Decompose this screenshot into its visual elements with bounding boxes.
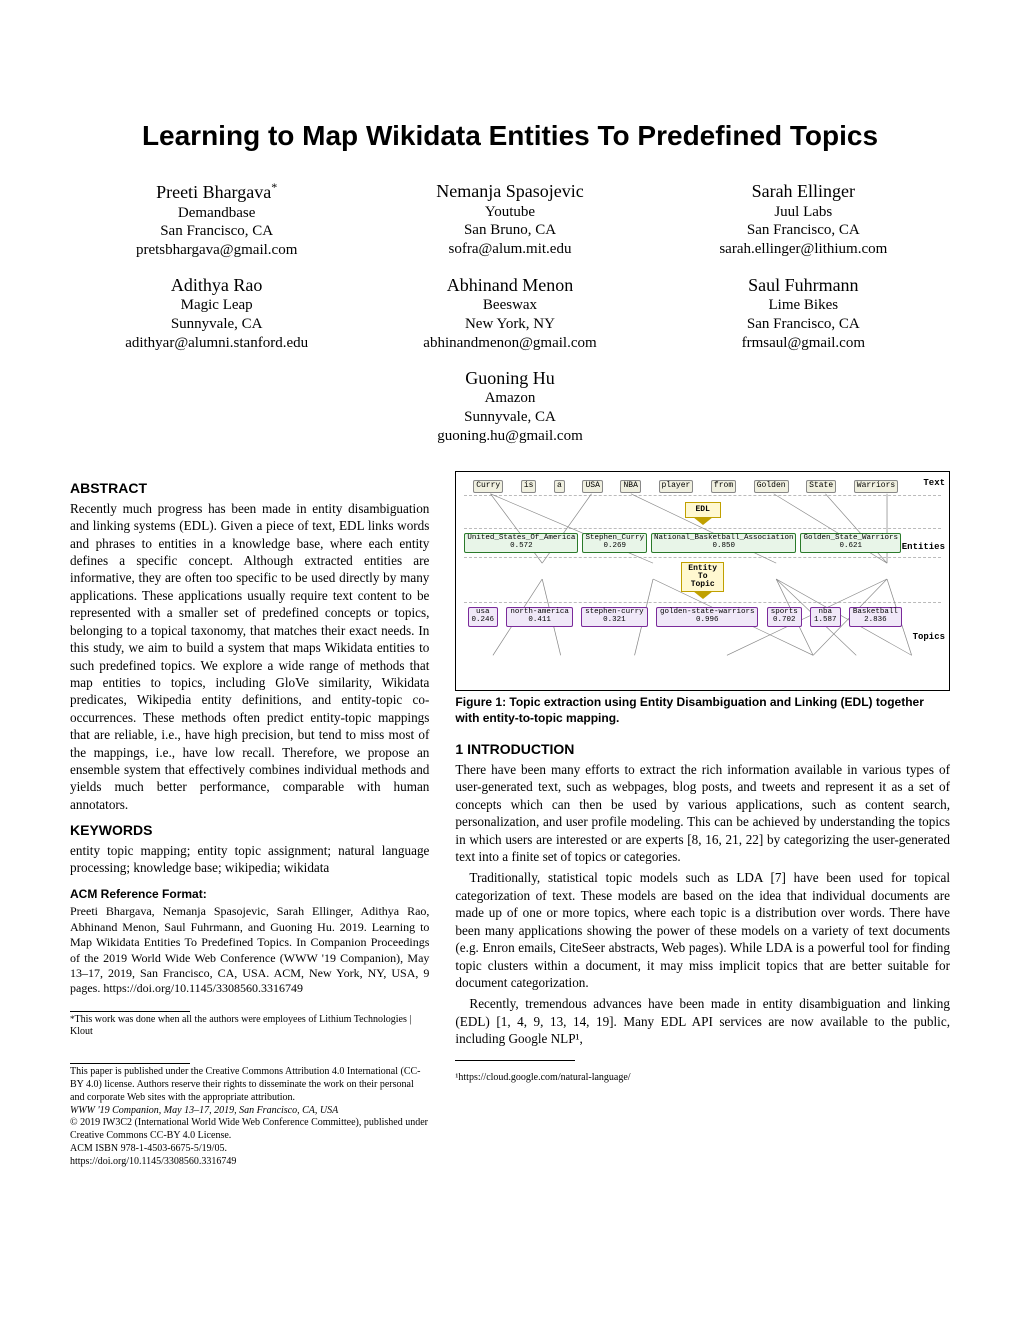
footnote-url: ¹https://cloud.google.com/natural-langua… — [455, 1071, 950, 1084]
figure-stage-edl: EDL — [685, 502, 721, 519]
author-name: Sarah Ellinger — [658, 180, 948, 203]
figure-stage-entity-to-topic: Entity To Topic — [681, 562, 724, 592]
figure-layer-label: Topics — [913, 632, 945, 644]
author-name: Guoning Hu — [365, 367, 655, 390]
footnote-rule — [70, 1063, 190, 1064]
author-location: San Bruno, CA — [365, 221, 655, 240]
author-email: guoning.hu@gmail.com — [365, 427, 655, 446]
figure-entity: United_States_Of_America0.572 — [464, 533, 578, 553]
figure-topic: nba1.587 — [810, 607, 841, 627]
author-affiliation: Magic Leap — [72, 296, 362, 315]
footnote-star: *This work was done when all the authors… — [70, 1014, 429, 1040]
figure-topic: sports0.702 — [767, 607, 802, 627]
author-location: San Francisco, CA — [72, 222, 362, 241]
author-location: New York, NY — [365, 315, 655, 334]
author-location: Sunnyvale, CA — [72, 315, 362, 334]
footnote-doi: https://doi.org/10.1145/3308560.3316749 — [70, 1156, 429, 1169]
figure-token: Curry — [473, 480, 503, 493]
author: Preeti Bhargava* Demandbase San Francisc… — [72, 180, 362, 260]
figure-1: Text Curry is a USA NBA player from Gold… — [455, 471, 950, 691]
figure-token: NBA — [620, 480, 640, 493]
footnote-license: This paper is published under the Creati… — [70, 1066, 429, 1104]
intro-paragraph: Recently, tremendous advances have been … — [455, 995, 950, 1047]
left-column: ABSTRACT Recently much progress has been… — [70, 471, 429, 1168]
figure-topic: Basketball2.836 — [849, 607, 902, 627]
author-location: San Francisco, CA — [658, 315, 948, 334]
author-location: San Francisco, CA — [658, 221, 948, 240]
figure-token: a — [554, 480, 565, 493]
abstract-text: Recently much progress has been made in … — [70, 500, 429, 814]
intro-heading: 1 INTRODUCTION — [455, 740, 950, 758]
footnote-isbn: ACM ISBN 978-1-4503-6675-5/19/05. — [70, 1143, 429, 1156]
author-name: Preeti Bhargava — [156, 182, 271, 202]
author-email: abhinandmenon@gmail.com — [365, 334, 655, 353]
author-affiliation: Lime Bikes — [658, 296, 948, 315]
author-email: sofra@alum.mit.edu — [365, 240, 655, 259]
author-block: Preeti Bhargava* Demandbase San Francisc… — [70, 180, 950, 459]
footnote-venue: WWW '19 Companion, May 13–17, 2019, San … — [70, 1105, 429, 1118]
author: Adithya Rao Magic Leap Sunnyvale, CA adi… — [72, 274, 362, 353]
author-location: Sunnyvale, CA — [365, 408, 655, 427]
acm-ref-heading: ACM Reference Format: — [70, 887, 429, 903]
author-email: sarah.ellinger@lithium.com — [658, 240, 948, 259]
footnote-copyright: © 2019 IW3C2 (International World Wide W… — [70, 1117, 429, 1143]
figure-token: player — [659, 480, 694, 493]
author-affiliation: Beeswax — [365, 296, 655, 315]
figure-caption: Figure 1: Topic extraction using Entity … — [455, 695, 950, 726]
footnote-rule — [455, 1060, 575, 1061]
acm-ref-text: Preeti Bhargava, Nemanja Spasojevic, Sar… — [70, 904, 429, 996]
intro-paragraph: There have been many efforts to extract … — [455, 761, 950, 866]
author-name: Nemanja Spasojevic — [365, 180, 655, 203]
keywords-heading: KEYWORDS — [70, 821, 429, 839]
author: Sarah Ellinger Juul Labs San Francisco, … — [658, 180, 948, 260]
author-name: Saul Fuhrmann — [658, 274, 948, 297]
figure-token: USA — [582, 480, 602, 493]
keywords-text: entity topic mapping; entity topic assig… — [70, 842, 429, 877]
author-email: frmsaul@gmail.com — [658, 334, 948, 353]
author-name: Abhinand Menon — [365, 274, 655, 297]
author-affiliation: Demandbase — [72, 204, 362, 223]
paper-title: Learning to Map Wikidata Entities To Pre… — [70, 120, 950, 152]
author-email: pretsbhargava@gmail.com — [72, 241, 362, 260]
figure-token: is — [521, 480, 537, 493]
author-affiliation: Amazon — [365, 389, 655, 408]
figure-token: State — [806, 480, 836, 493]
intro-paragraph: Traditionally, statistical topic models … — [455, 869, 950, 991]
figure-topic: golden-state-warriors0.996 — [656, 607, 759, 627]
footnote-rule — [70, 1011, 190, 1012]
author-affiliation: Juul Labs — [658, 203, 948, 222]
figure-token: from — [711, 480, 736, 493]
author: Guoning Hu Amazon Sunnyvale, CA guoning.… — [365, 367, 655, 446]
author: Saul Fuhrmann Lime Bikes San Francisco, … — [658, 274, 948, 353]
figure-token: Warriors — [854, 480, 898, 493]
abstract-heading: ABSTRACT — [70, 479, 429, 497]
author-affiliation: Youtube — [365, 203, 655, 222]
figure-topic: north-america0.411 — [506, 607, 573, 627]
author: Abhinand Menon Beeswax New York, NY abhi… — [365, 274, 655, 353]
author-name: Adithya Rao — [72, 274, 362, 297]
figure-token: Golden — [754, 480, 789, 493]
right-column: Text Curry is a USA NBA player from Gold… — [455, 471, 950, 1168]
figure-topic: stephen-curry0.321 — [581, 607, 648, 627]
figure-entity: National_Basketball_Association0.850 — [651, 533, 797, 553]
figure-topic: usa0.246 — [468, 607, 499, 627]
figure-entity: Stephen_Curry0.269 — [582, 533, 647, 553]
author: Nemanja Spasojevic Youtube San Bruno, CA… — [365, 180, 655, 260]
figure-entity: Golden_State_Warriors0.621 — [800, 533, 901, 553]
author-star-icon: * — [271, 180, 277, 194]
author-email: adithyar@alumni.stanford.edu — [72, 334, 362, 353]
